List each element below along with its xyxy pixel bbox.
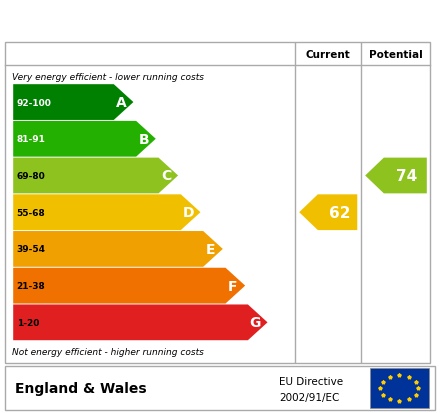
Text: E: E bbox=[206, 242, 216, 256]
Text: 81-91: 81-91 bbox=[17, 135, 46, 144]
Polygon shape bbox=[13, 305, 268, 340]
Text: Current: Current bbox=[305, 50, 350, 59]
Text: B: B bbox=[138, 133, 149, 147]
Text: Not energy efficient - higher running costs: Not energy efficient - higher running co… bbox=[12, 347, 204, 356]
Polygon shape bbox=[13, 195, 201, 230]
Text: D: D bbox=[183, 206, 194, 220]
Text: Energy Efficiency Rating: Energy Efficiency Rating bbox=[11, 12, 280, 31]
Text: 21-38: 21-38 bbox=[17, 281, 45, 290]
Text: 62: 62 bbox=[329, 205, 350, 220]
Text: 55-68: 55-68 bbox=[17, 208, 45, 217]
Polygon shape bbox=[365, 158, 427, 194]
Text: 92-100: 92-100 bbox=[17, 98, 51, 107]
Text: 2002/91/EC: 2002/91/EC bbox=[279, 392, 340, 402]
Polygon shape bbox=[13, 121, 156, 157]
Text: Very energy efficient - lower running costs: Very energy efficient - lower running co… bbox=[12, 73, 204, 81]
Text: G: G bbox=[249, 316, 261, 330]
Polygon shape bbox=[13, 231, 223, 267]
Polygon shape bbox=[299, 195, 357, 230]
Text: A: A bbox=[116, 96, 127, 110]
Text: EU Directive: EU Directive bbox=[279, 376, 344, 386]
Bar bbox=[370, 368, 429, 408]
Text: Potential: Potential bbox=[369, 50, 422, 59]
Text: 1-20: 1-20 bbox=[17, 318, 39, 327]
Polygon shape bbox=[13, 85, 133, 121]
Text: 69-80: 69-80 bbox=[17, 171, 45, 180]
Polygon shape bbox=[13, 158, 178, 194]
Text: 39-54: 39-54 bbox=[17, 245, 46, 254]
Text: F: F bbox=[228, 279, 238, 293]
Text: 74: 74 bbox=[396, 169, 418, 183]
Text: C: C bbox=[161, 169, 171, 183]
Polygon shape bbox=[13, 268, 245, 304]
Text: England & Wales: England & Wales bbox=[15, 381, 147, 395]
